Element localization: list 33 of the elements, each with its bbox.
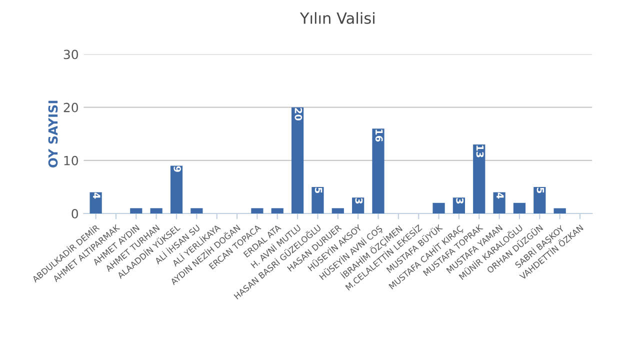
bar	[534, 186, 546, 214]
data-label: 3	[456, 198, 464, 204]
bar	[90, 192, 102, 214]
bar	[251, 208, 264, 214]
bar	[473, 144, 486, 214]
y-axis-title: OY SAYISI	[48, 100, 58, 168]
bar	[513, 202, 526, 214]
bar	[150, 208, 162, 214]
bar	[372, 128, 384, 214]
data-label: 13	[476, 146, 484, 158]
data-label: 20	[294, 108, 302, 120]
data-label: 3	[355, 198, 363, 204]
bar	[292, 107, 304, 214]
y-tick-label: 0	[72, 208, 78, 218]
bar	[432, 202, 445, 214]
data-label: 4	[93, 192, 100, 199]
data-label: 16	[375, 130, 383, 142]
data-label: 9	[174, 166, 182, 172]
data-label: 5	[536, 188, 544, 194]
bar	[332, 208, 344, 214]
data-label: 5	[314, 188, 322, 194]
y-tick-label: 30	[64, 50, 78, 60]
y-tick-label: 20	[64, 102, 78, 112]
bar	[190, 208, 203, 214]
data-label: 4	[496, 192, 504, 199]
bar	[554, 208, 566, 214]
bar	[130, 208, 142, 214]
bar	[493, 192, 506, 214]
bar	[312, 186, 324, 214]
bar	[271, 208, 284, 214]
bar	[170, 166, 183, 214]
y-tick-label: 10	[64, 156, 78, 166]
chart-title: Yılın Valisi	[300, 12, 374, 24]
